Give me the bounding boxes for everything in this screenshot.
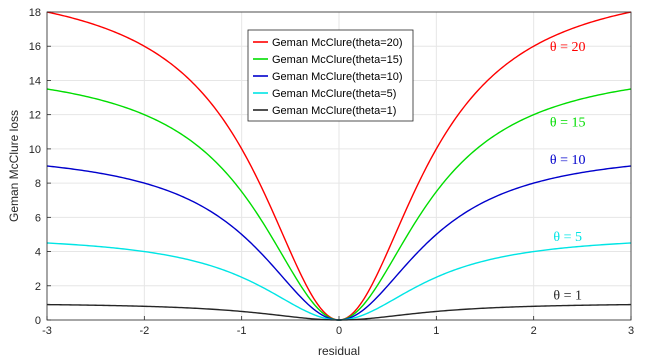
x-tick-label: 2: [531, 325, 537, 337]
y-tick-label: 18: [29, 7, 41, 19]
legend-entry: Geman McClure(theta=5): [272, 88, 396, 100]
curve-annotation: θ = 20: [550, 40, 586, 55]
y-tick-label: 12: [29, 110, 41, 122]
curve-annotation: θ = 5: [553, 230, 582, 245]
x-tick-label: -3: [42, 325, 52, 337]
legend-entry: Geman McClure(theta=20): [272, 37, 403, 49]
y-tick-label: 10: [29, 144, 41, 156]
y-ticks: 0 2 4 6 8 10 12 14 16 18: [29, 7, 51, 327]
legend-entry: Geman McClure(theta=15): [272, 54, 403, 66]
y-tick-label: 2: [35, 281, 41, 293]
x-tick-label: -1: [237, 325, 247, 337]
x-axis-label: residual: [318, 344, 360, 358]
y-tick-label: 16: [29, 41, 41, 53]
legend-entry: Geman McClure(theta=1): [272, 105, 396, 117]
curve-annotations: θ = 20 θ = 15 θ = 10 θ = 5 θ = 1: [550, 40, 586, 303]
curve-annotation: θ = 15: [550, 116, 586, 131]
y-axis-label: Geman McClure loss: [7, 110, 21, 222]
y-tick-label: 14: [29, 75, 41, 87]
y-tick-label: 4: [35, 247, 41, 259]
curve-annotation: θ = 1: [553, 288, 582, 303]
x-tick-label: -2: [139, 325, 149, 337]
y-tick-label: 0: [35, 315, 41, 327]
y-tick-label: 6: [35, 212, 41, 224]
x-tick-label: 0: [336, 325, 342, 337]
x-ticks: -3 -2 -1 0 1 2 3: [42, 316, 634, 337]
x-tick-label: 1: [433, 325, 439, 337]
y-tick-label: 8: [35, 178, 41, 190]
x-tick-label: 3: [628, 325, 634, 337]
curve-annotation: θ = 10: [550, 153, 586, 168]
legend-entry: Geman McClure(theta=10): [272, 71, 403, 83]
legend: Geman McClure(theta=20) Geman McClure(the…: [247, 29, 414, 122]
legend-box: [247, 29, 414, 122]
